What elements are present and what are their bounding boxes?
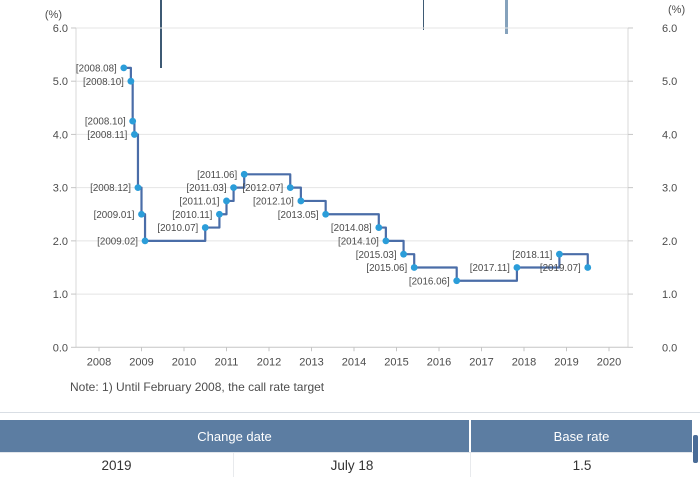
data-point <box>513 264 521 271</box>
y-axis-label-left: 3.0 <box>53 183 68 195</box>
y-axis-label-left: 0.0 <box>53 342 68 354</box>
table-header-row: Change date Base rate <box>0 420 692 452</box>
x-axis-label: 2008 <box>87 357 111 369</box>
data-point <box>134 184 142 192</box>
y-axis-label-left: 1.0 <box>53 289 68 301</box>
x-axis-label: 2009 <box>129 357 153 369</box>
data-point <box>120 64 128 72</box>
col-header-base-rate: Base rate <box>471 420 692 452</box>
cell-change-year: 2019 <box>0 453 234 477</box>
table-row: 2019 July 18 1.5 <box>0 452 693 477</box>
data-point <box>410 264 418 271</box>
point-annotation: [2008.10] <box>83 77 124 88</box>
x-axis-label: 2014 <box>342 357 366 369</box>
data-point <box>138 210 145 218</box>
y-axis-label-right: 0.0 <box>662 342 677 354</box>
data-point <box>129 117 137 125</box>
point-annotation: [2009.02] <box>97 236 138 247</box>
point-annotation: [2010.11] <box>172 210 212 221</box>
y-axis-label-right: 5.0 <box>662 76 677 88</box>
point-annotation: [2018.11] <box>512 250 552 261</box>
col-header-change-date: Change date <box>0 420 469 452</box>
y-axis-unit-left: (%) <box>45 9 62 21</box>
data-point <box>375 224 383 231</box>
cropped-table-border-fragment-2 <box>423 0 424 30</box>
point-annotation: [2017.11] <box>470 263 510 274</box>
y-axis-label-right: 1.0 <box>662 289 677 301</box>
data-point <box>556 250 563 258</box>
x-axis-label: 2018 <box>512 357 536 369</box>
y-axis-label-right: 2.0 <box>662 236 677 248</box>
x-axis-label: 2012 <box>257 357 281 369</box>
point-annotation: [2014.10] <box>338 236 379 247</box>
table-top-border <box>0 412 700 413</box>
x-axis-label: 2015 <box>384 357 408 369</box>
data-point <box>230 184 237 192</box>
data-point <box>453 277 461 285</box>
point-annotation: [2019.07] <box>540 263 581 274</box>
point-annotation: [2014.08] <box>331 223 372 234</box>
table-scrollbar-thumb[interactable] <box>693 435 698 463</box>
x-axis-label: 2020 <box>597 357 621 369</box>
data-point <box>223 197 230 205</box>
y-axis-label-right: 6.0 <box>662 23 677 35</box>
y-axis-label-left: 2.0 <box>53 236 68 248</box>
point-annotation: [2008.12] <box>90 183 131 194</box>
point-annotation: [2008.10] <box>85 117 126 128</box>
data-point <box>322 210 330 218</box>
cell-base-rate: 1.5 <box>572 458 592 473</box>
point-annotation: [2008.08] <box>76 63 117 74</box>
cell-change-date: July 18 <box>234 453 471 477</box>
data-point <box>127 77 135 85</box>
point-annotation: [2015.06] <box>366 263 407 274</box>
point-annotation: [2012.07] <box>242 183 283 194</box>
point-annotation: [2016.06] <box>409 276 450 287</box>
data-point <box>216 210 223 218</box>
point-annotation: [2015.03] <box>356 250 397 261</box>
chart-note: Note: 1) Until February 2008, the call r… <box>70 380 325 394</box>
point-annotation: [2013.05] <box>278 210 319 221</box>
x-axis-label: 2019 <box>554 357 578 369</box>
x-axis-label: 2013 <box>299 357 323 369</box>
base-rate-step-chart: 0.0 0.0 1.0 1.0 2.0 2.0 3.0 3.0 4.0 4.0 5.0 5.0 6.0 6… <box>45 4 685 369</box>
data-point <box>141 237 149 245</box>
y-axis-label-right: 4.0 <box>662 129 677 141</box>
point-annotation: [2010.07] <box>157 223 198 234</box>
x-axis-label: 2016 <box>427 357 451 369</box>
data-point <box>382 237 390 245</box>
point-annotation: [2011.06] <box>197 170 237 181</box>
data-point <box>400 250 407 258</box>
point-annotation: [2008.11] <box>87 130 127 141</box>
x-axis-label: 2011 <box>215 357 239 369</box>
data-point <box>201 224 209 231</box>
y-axis-label-left: 6.0 <box>53 23 68 35</box>
data-point <box>240 170 248 178</box>
y-axis-label-left: 4.0 <box>53 129 68 141</box>
cropped-table-border-fragment-3 <box>505 0 508 34</box>
data-point <box>584 264 592 271</box>
point-annotation: [2012.10] <box>253 197 294 208</box>
point-annotation: [2009.01] <box>94 210 135 221</box>
y-axis-unit-right: (%) <box>668 4 685 16</box>
point-annotation: [2011.01] <box>179 197 219 208</box>
cropped-table-border-fragment-1 <box>160 0 162 68</box>
x-axis-label: 2017 <box>469 357 493 369</box>
data-point <box>131 131 138 138</box>
y-axis-label-left: 5.0 <box>53 76 68 88</box>
data-point <box>297 197 305 205</box>
x-axis-label: 2010 <box>172 357 196 369</box>
y-axis-label-right: 3.0 <box>662 183 677 195</box>
point-annotation: [2011.03] <box>186 183 226 194</box>
data-point <box>286 184 294 192</box>
